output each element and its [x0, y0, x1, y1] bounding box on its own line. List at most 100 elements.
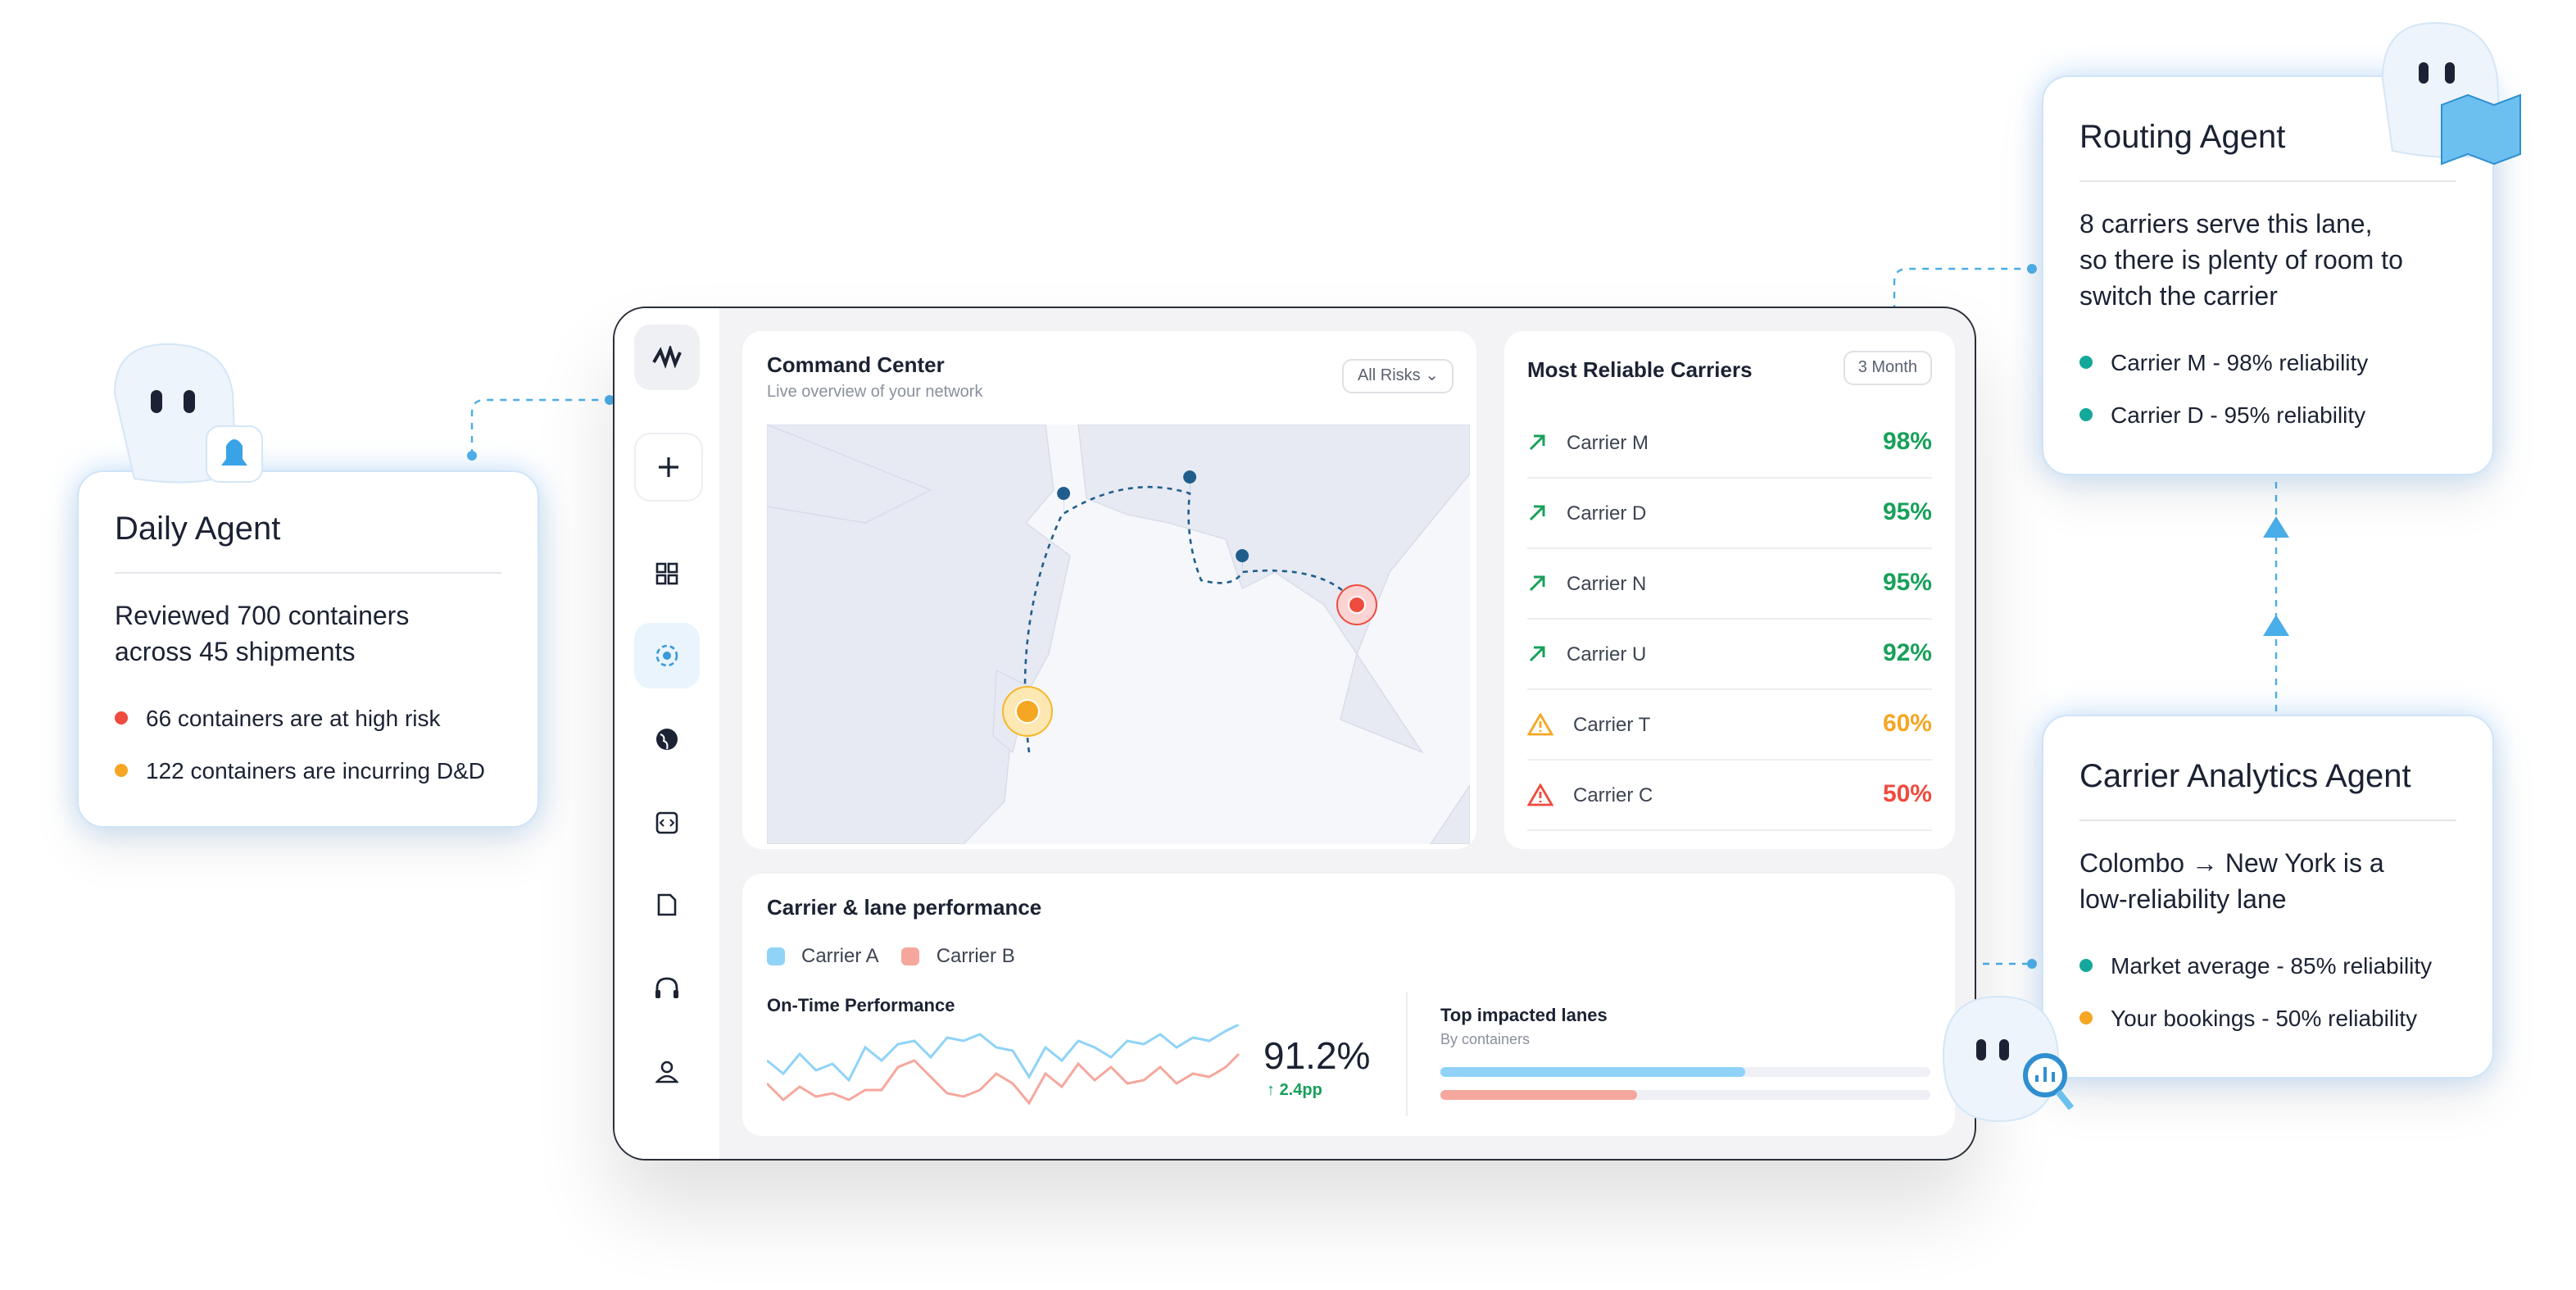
item-text: Carrier D - 95% reliability — [2111, 402, 2366, 428]
code-icon — [655, 811, 678, 834]
risk-filter[interactable]: All Risks ⌄ — [1342, 359, 1454, 393]
agent-summary: Colombo → New York is a low-reliability … — [2079, 851, 2384, 915]
nav-doc[interactable] — [634, 872, 700, 938]
doc-icon — [657, 893, 677, 916]
trend-icon — [1529, 504, 1545, 520]
ghost-routing — [2381, 21, 2521, 166]
carrier-name: Carrier T — [1573, 712, 1651, 735]
nav-command[interactable] — [634, 623, 700, 688]
lane-bars — [1440, 1067, 1930, 1100]
item-text: 66 containers are at high risk — [146, 705, 441, 731]
sparklines — [767, 1024, 1240, 1106]
command-center-card: Command Center Live overview of your net… — [742, 331, 1476, 849]
divider — [1406, 992, 1408, 1116]
target-icon — [655, 644, 678, 667]
section-title: On-Time Performance — [767, 997, 955, 1016]
dot — [115, 764, 128, 777]
map — [767, 425, 1470, 844]
legend-swatch — [901, 947, 920, 965]
nav-globe[interactable] — [634, 706, 700, 772]
carrier-reliability: 60% — [1882, 710, 1932, 738]
dot — [115, 711, 128, 724]
legend-label: Carrier A — [801, 944, 879, 967]
dot — [2079, 356, 2093, 369]
period-filter[interactable]: 3 Month — [1843, 351, 1932, 385]
sidebar — [615, 308, 719, 1159]
agent-item: Carrier M - 98% reliability — [2079, 336, 2492, 388]
agent-item: Your bookings - 50% reliability — [2079, 992, 2492, 1044]
agent-title: Daily Agent — [115, 511, 281, 547]
kpi-change: ↑ 2.4pp — [1267, 1082, 1322, 1100]
agent-summary: Reviewed 700 containers across 45 shipme… — [115, 603, 410, 667]
carrier-reliability: 95% — [1882, 498, 1932, 526]
carrier-row: Carrier M 98% — [1527, 407, 1932, 479]
agent-items: 66 containers are at high risk 122 conta… — [115, 692, 537, 797]
globe-icon — [656, 729, 678, 750]
carriers-card: Most Reliable Carriers 3 Month Carrier M… — [1504, 331, 1955, 849]
nav-code[interactable] — [634, 790, 700, 856]
carrier-name: Carrier U — [1567, 642, 1647, 665]
carrier-reliability: 50% — [1882, 780, 1932, 808]
nav-user[interactable] — [634, 1039, 700, 1105]
agent-title: Carrier Analytics Agent — [2079, 759, 2411, 795]
agent-item: Market average - 85% reliability — [2079, 939, 2492, 992]
carrier-name: Carrier C — [1573, 783, 1653, 806]
ghost-analytics — [1942, 995, 2075, 1123]
headset-icon — [655, 977, 678, 998]
carrier-row: Carrier U 92% — [1527, 618, 1932, 690]
card-title: Carrier & lane performance — [767, 895, 1042, 920]
analytics-agent-card: Carrier Analytics Agent Colombo → New Yo… — [2042, 715, 2494, 1079]
agent-items: Carrier M - 98% reliability Carrier D - … — [2079, 336, 2492, 441]
nav-support[interactable] — [634, 956, 700, 1021]
user-icon — [655, 1061, 678, 1083]
legend: Carrier A Carrier B — [767, 944, 1015, 967]
agent-item: 122 containers are incurring D&D — [115, 744, 537, 797]
dot — [2079, 1011, 2093, 1024]
carrier-reliability: 92% — [1882, 639, 1932, 667]
carrier-row: Carrier D 95% — [1527, 477, 1932, 549]
agent-item: 66 containers are at high risk — [115, 692, 537, 744]
carrier-row: Carrier C 50% — [1527, 759, 1932, 831]
section-title: Top impacted lanes — [1440, 1006, 1608, 1026]
agent-items: Market average - 85% reliability Your bo… — [2079, 939, 2492, 1044]
filter-text: All Risks — [1357, 367, 1421, 385]
logo[interactable] — [634, 325, 700, 390]
kpi-change-text: 2.4pp — [1279, 1082, 1322, 1100]
legend-label: Carrier B — [936, 944, 1015, 967]
add-button[interactable] — [634, 433, 703, 502]
carrier-reliability: 95% — [1882, 569, 1932, 597]
carrier-name: Carrier D — [1567, 501, 1647, 524]
item-text: Market average - 85% reliability — [2111, 952, 2433, 979]
carrier-row: Carrier T 60% — [1527, 688, 1932, 761]
warning-icon — [1527, 712, 1553, 735]
item-text: 122 containers are incurring D&D — [146, 757, 485, 784]
carrier-row: Carrier N 95% — [1527, 547, 1932, 620]
carrier-reliability: 98% — [1882, 428, 1932, 456]
plus-icon — [659, 457, 678, 477]
card-title: Command Center — [767, 352, 945, 377]
item-text: Carrier M - 98% reliability — [2111, 349, 2369, 375]
carrier-name: Carrier M — [1567, 430, 1649, 453]
card-title: Most Reliable Carriers — [1527, 357, 1753, 382]
trend-icon — [1529, 434, 1545, 450]
trend-icon — [1529, 575, 1545, 591]
daily-agent-card: Daily Agent Reviewed 700 containers acro… — [77, 470, 539, 828]
agent-title: Routing Agent — [2079, 120, 2286, 156]
carrier-name: Carrier N — [1567, 571, 1647, 594]
dot — [2079, 959, 2093, 972]
logo-icon — [652, 346, 682, 369]
section-subtitle: By containers — [1440, 1031, 1531, 1047]
performance-card: Carrier & lane performance Carrier A Car… — [742, 874, 1955, 1136]
item-text: Your bookings - 50% reliability — [2111, 1005, 2418, 1031]
dashboard: Command Center Live overview of your net… — [613, 307, 1976, 1161]
agent-item: Carrier D - 95% reliability — [2079, 388, 2492, 441]
nav-grid[interactable] — [634, 541, 700, 606]
grid-icon — [655, 562, 678, 585]
agent-summary: 8 carriers serve this lane, so there is … — [2079, 211, 2403, 311]
legend-swatch — [767, 947, 785, 965]
ghost-daily — [113, 343, 263, 484]
trend-icon — [1529, 645, 1545, 661]
warning-icon — [1527, 783, 1553, 806]
